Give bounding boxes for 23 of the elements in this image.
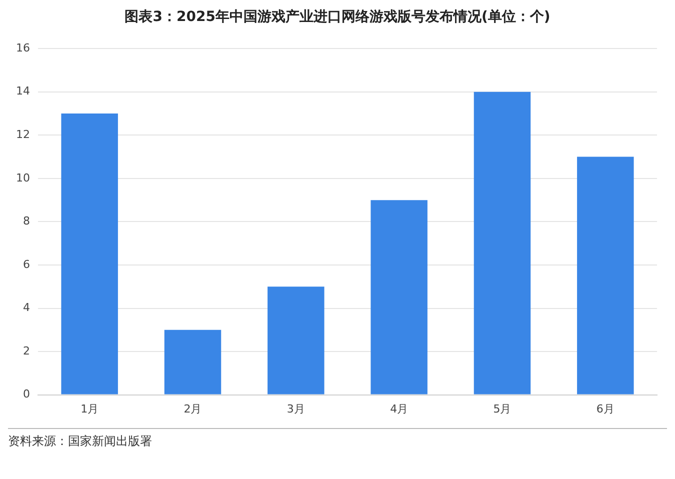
x-tick-label: 3月 — [286, 402, 305, 416]
x-tick-label: 4月 — [390, 402, 408, 416]
y-tick-label: 2 — [22, 344, 30, 358]
x-tick-label: 6月 — [596, 402, 614, 416]
bar — [577, 156, 634, 394]
bar — [164, 330, 222, 394]
y-tick-label: 8 — [22, 214, 30, 228]
x-tick-label: 5月 — [493, 402, 512, 416]
chart-title: 图表3：2025年中国游戏产业进口网络游戏版号发布情况(单位：个) — [124, 8, 552, 26]
text: 资料来源：国家新闻出版署 — [8, 433, 153, 450]
x-tick-label: 2月 — [184, 402, 202, 416]
y-tick-label: 0 — [22, 388, 30, 401]
y-tick-label: 4 — [22, 301, 30, 314]
bar — [268, 286, 324, 394]
y-tick-label: 10 — [16, 171, 30, 184]
y-tick-label: 12 — [16, 128, 30, 142]
bar — [370, 200, 428, 394]
bar — [61, 114, 118, 394]
y-tick-label: 14 — [16, 84, 30, 98]
y-tick-label: 16 — [16, 41, 30, 54]
y-tick-label: 6 — [22, 258, 30, 271]
x-tick-label: 1月 — [80, 402, 99, 416]
bar — [474, 92, 531, 394]
